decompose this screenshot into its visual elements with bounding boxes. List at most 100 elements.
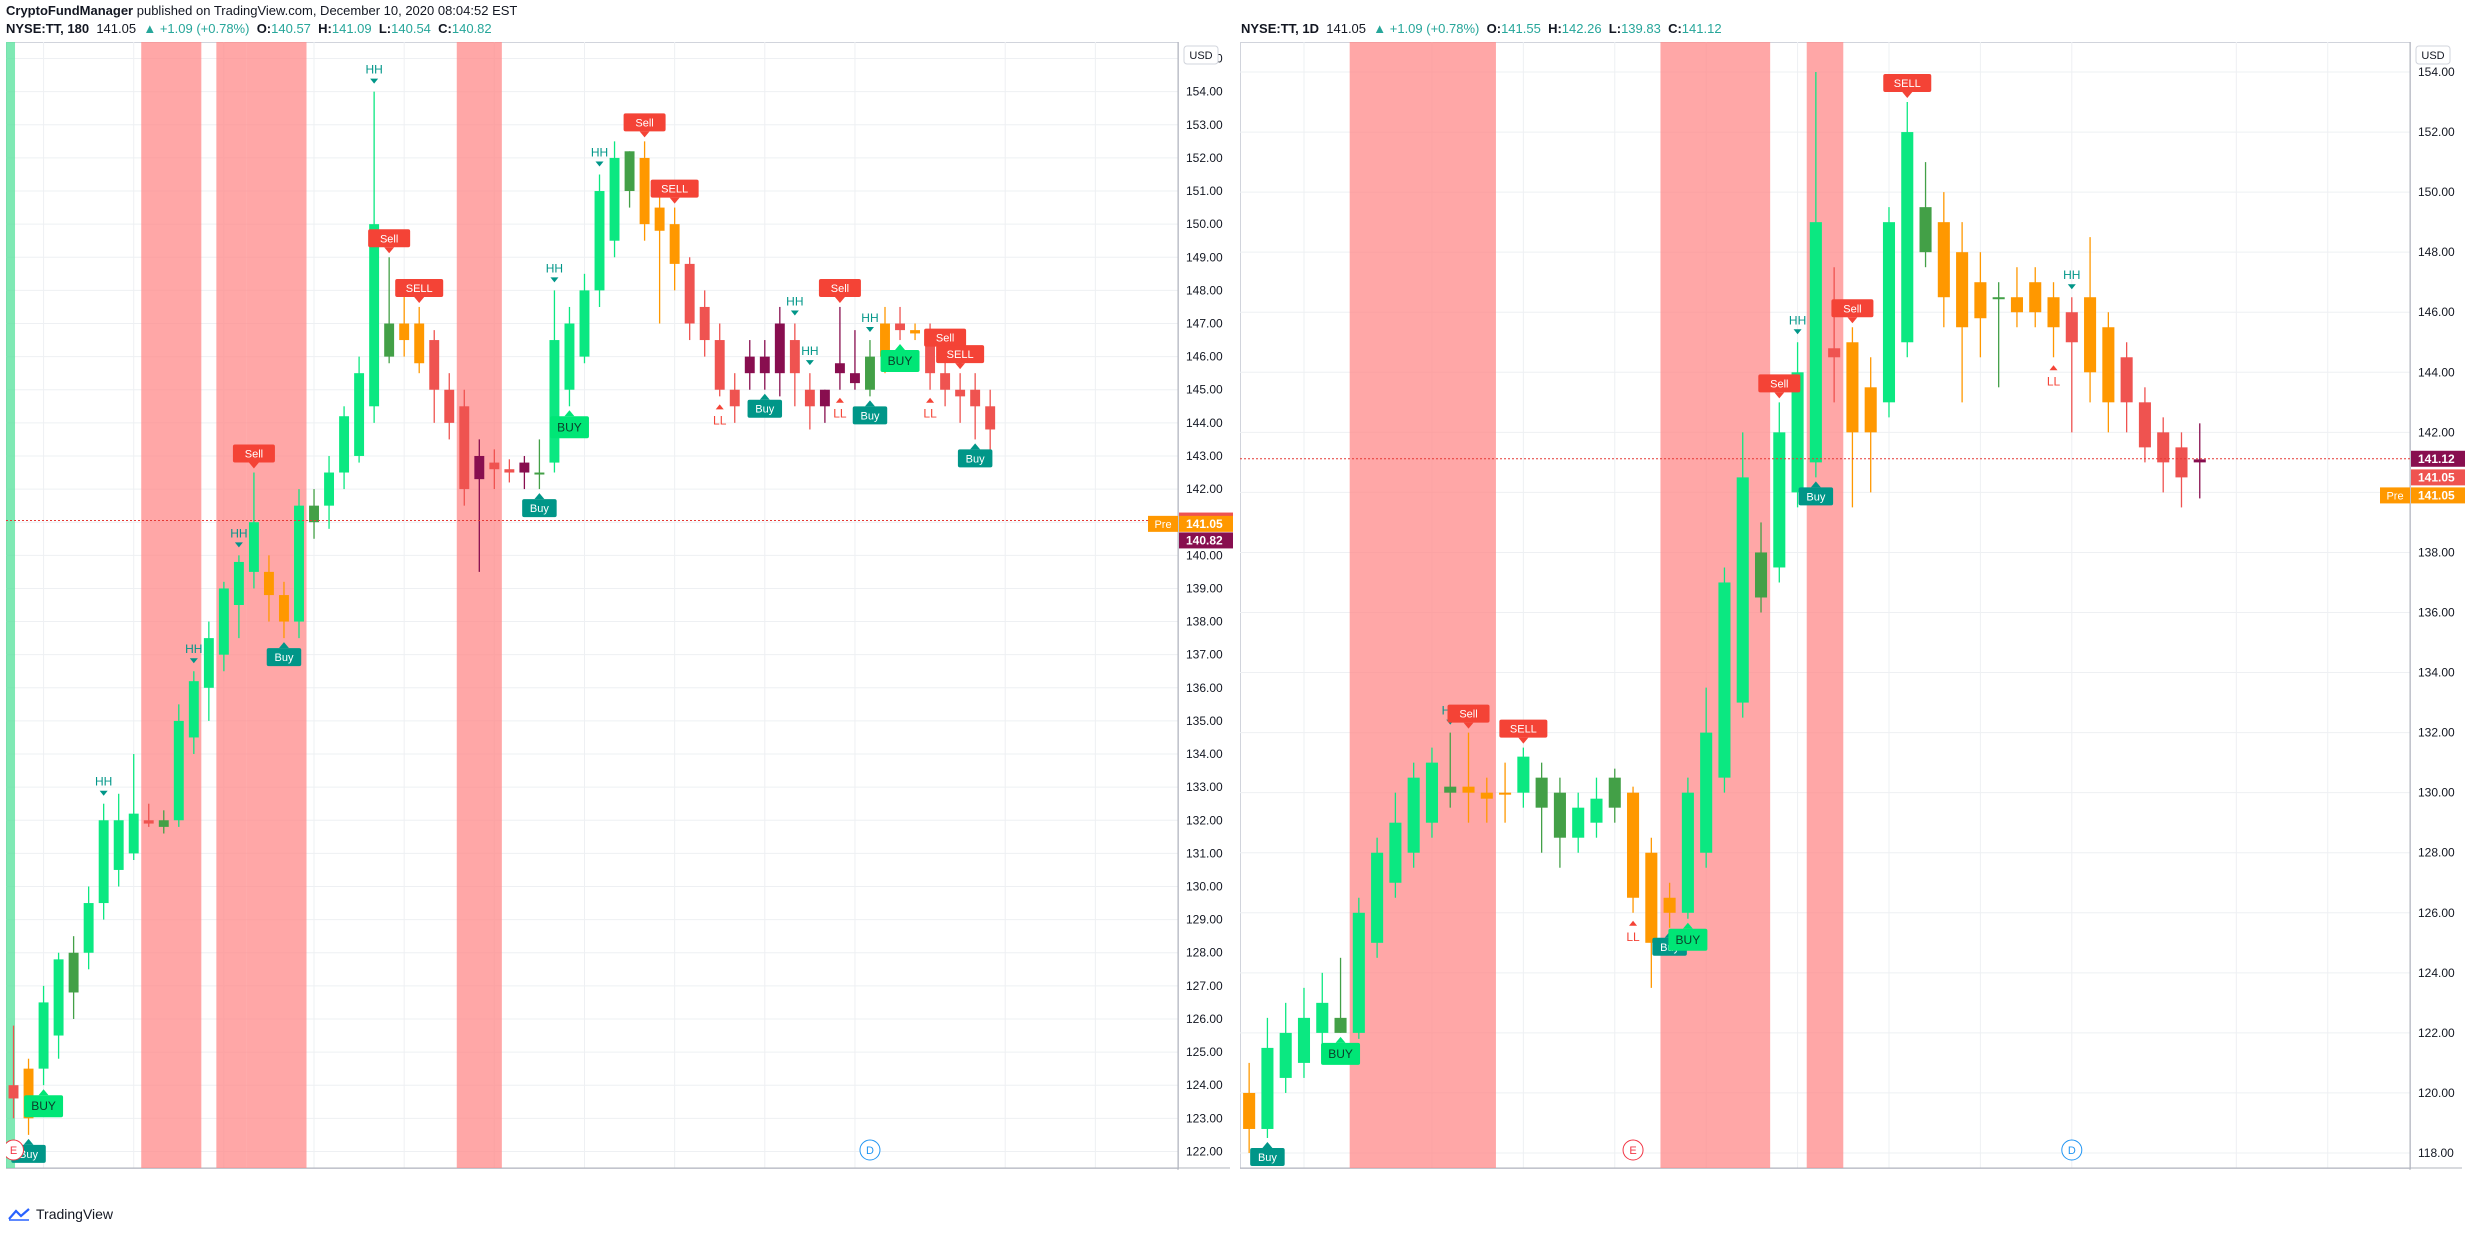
candle-body [1846,342,1859,433]
hh-marker-icon [550,277,559,283]
hh-marker-icon [99,790,108,796]
price-tag [1179,532,1233,549]
price-tag-text: 141.05 [1186,517,1223,531]
y-tick-label: 139.00 [1186,581,1223,595]
y-tick-label: 144.00 [1186,416,1223,430]
signal-text: Sell [1459,709,1477,721]
candle-body [1809,222,1822,463]
signal-text: Sell [831,283,849,295]
candle-body [624,151,635,192]
candle-body [744,356,755,374]
price-tag [2411,450,2465,467]
signal-zone-green [6,42,16,1168]
candle-body [1279,1032,1292,1078]
sell-signal-label [232,444,275,463]
candle-body [38,1002,49,1069]
y-tick-label: 131.00 [1186,846,1223,860]
author-name[interactable]: CryptoFundManager [6,3,134,18]
y-tick-label: 145.00 [1186,383,1223,397]
last-price: 141.05 [1326,21,1367,36]
candle-body [1499,792,1512,795]
low-label: L: [378,21,392,36]
buy-signal-label [880,350,920,373]
signal-text: BUY [1676,933,1701,947]
signal-text: Sell [1770,378,1788,390]
tradingview-logo-icon [8,1208,30,1221]
y-tick-label: 150.00 [1186,217,1223,231]
candle-body [1261,1047,1274,1129]
sell-signal-label [1447,704,1490,723]
candle-body [609,157,620,241]
sell-signal-label [1499,719,1548,738]
candle-body [128,813,139,854]
candle-body [8,1085,19,1099]
candle-body [2193,459,2206,463]
price-change: +1.09 (+0.78%) [1389,21,1480,36]
candle-body [970,389,981,407]
candle-body [504,469,515,473]
chart-left-180[interactable]: 122.00 123.00 124.00 125.00 126.00 127.00 128.… [6,42,1234,1170]
chart-right-1d[interactable]: 118.00 120.00 122.00 124.00 126.00 128.00 130.… [1240,42,2466,1170]
candle-body [1572,807,1585,838]
candle-body [1663,897,1676,913]
tradingview-footer[interactable]: TradingView [8,1206,113,1222]
label-pointer-icon [1810,481,1821,488]
hh-label: HH [786,295,803,309]
label-pointer-icon [1682,922,1693,929]
low-label: L: [1608,21,1622,36]
candle-body [113,820,124,870]
y-tick-label: 132.00 [2418,726,2455,740]
panel-left-title: NYSE:TT, 180 141.05 ▲ +1.09 (+0.78%) O:1… [6,21,492,36]
candle-body [1974,282,1987,319]
candle-body [98,820,109,904]
candle-body [804,389,815,407]
y-tick-label: 122.00 [2418,1026,2455,1040]
publish-header: CryptoFundManager published on TradingVi… [6,3,517,18]
y-tick-label: 142.00 [2418,425,2455,439]
candle-body [519,462,530,473]
sell-signal-label [924,328,967,347]
signal-text: Sell [245,449,263,461]
hh-label: HH [185,642,202,656]
hh-label: HH [801,344,818,358]
hh-marker-icon [2067,284,2076,290]
label-pointer-icon [1774,392,1785,399]
signal-text: Buy [19,1149,38,1161]
ll-label: LL [833,407,847,421]
candle-body [444,389,455,423]
candle-body [1297,1017,1311,1063]
signal-text: Buy [966,453,985,465]
symbol-label[interactable]: NYSE:TT, 180 [6,21,90,36]
candle-body [1243,1092,1256,1129]
hh-label: HH [95,775,112,789]
candle-body [248,522,259,572]
ll-marker-icon [2049,365,2058,371]
symbol-label[interactable]: NYSE:TT, 1D [1241,21,1320,36]
candle-body [1517,756,1530,793]
y-tick-label: 138.00 [1186,615,1223,629]
last-price: 141.05 [96,21,137,36]
low-value: 140.54 [391,21,431,36]
y-tick-label: 144.00 [2418,365,2455,379]
hh-label: HH [2063,268,2080,282]
candle-body [910,330,921,334]
open-label: O: [256,21,272,36]
candle-body [895,323,905,331]
candle-body [579,290,590,357]
y-tick-label: 154.00 [2418,65,2455,79]
up-arrow-icon: ▲ [143,21,157,36]
candle-body [834,363,845,374]
ll-marker-icon [715,404,724,410]
candle-body [2065,312,2078,343]
signal-zone [1349,42,1496,1168]
label-pointer-icon [414,296,425,303]
ll-marker-icon [926,397,935,403]
signal-text: Buy [860,410,879,422]
candle-body [324,472,335,506]
currency-box [2415,45,2451,65]
candle-body [489,462,500,470]
candle-body [1334,1017,1347,1033]
signal-text: SELL [947,349,974,361]
signal-text: SELL [406,283,433,295]
y-tick-label: 134.00 [1186,747,1223,761]
